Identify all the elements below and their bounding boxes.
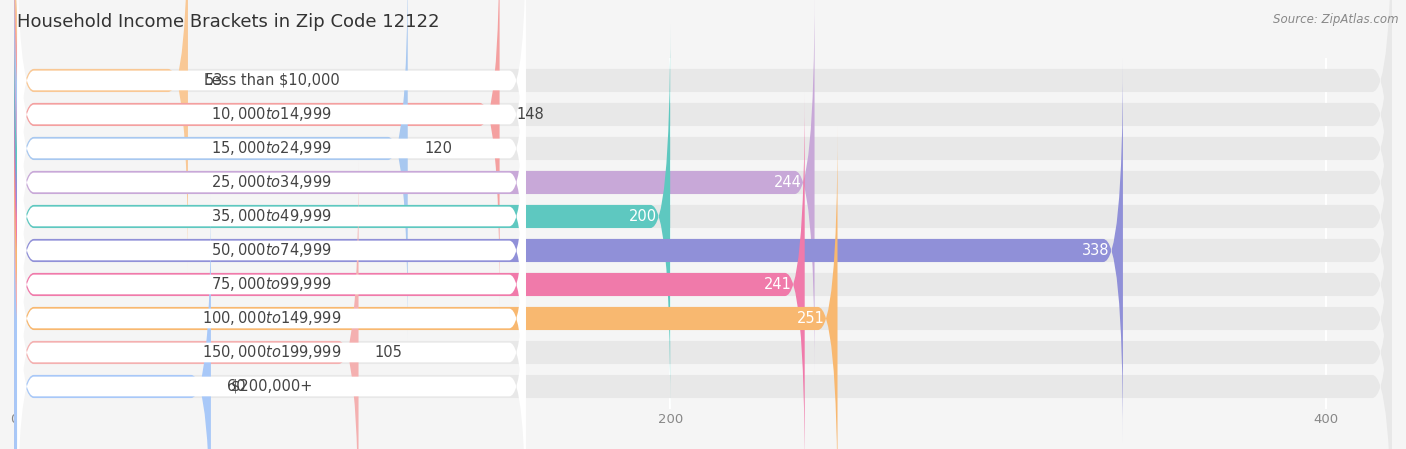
Text: $50,000 to $74,999: $50,000 to $74,999 xyxy=(211,242,332,260)
FancyBboxPatch shape xyxy=(14,0,1392,273)
FancyBboxPatch shape xyxy=(14,0,1392,375)
FancyBboxPatch shape xyxy=(14,92,1392,449)
Text: $150,000 to $199,999: $150,000 to $199,999 xyxy=(202,343,342,361)
FancyBboxPatch shape xyxy=(14,92,804,449)
Text: $15,000 to $24,999: $15,000 to $24,999 xyxy=(211,140,332,158)
FancyBboxPatch shape xyxy=(14,160,1392,449)
FancyBboxPatch shape xyxy=(14,0,1392,341)
Text: 338: 338 xyxy=(1083,243,1109,258)
FancyBboxPatch shape xyxy=(17,0,526,308)
FancyBboxPatch shape xyxy=(17,158,526,449)
FancyBboxPatch shape xyxy=(17,192,526,449)
FancyBboxPatch shape xyxy=(17,226,526,449)
FancyBboxPatch shape xyxy=(14,24,671,409)
Text: 244: 244 xyxy=(773,175,801,190)
Text: 60: 60 xyxy=(228,379,246,394)
Text: 241: 241 xyxy=(763,277,792,292)
FancyBboxPatch shape xyxy=(14,126,1392,449)
FancyBboxPatch shape xyxy=(14,0,408,341)
FancyBboxPatch shape xyxy=(14,194,211,449)
Text: $100,000 to $149,999: $100,000 to $149,999 xyxy=(202,309,342,327)
Text: 53: 53 xyxy=(204,73,222,88)
FancyBboxPatch shape xyxy=(17,0,526,241)
FancyBboxPatch shape xyxy=(14,0,814,375)
Text: Source: ZipAtlas.com: Source: ZipAtlas.com xyxy=(1274,13,1399,26)
FancyBboxPatch shape xyxy=(14,194,1392,449)
Text: $35,000 to $49,999: $35,000 to $49,999 xyxy=(211,207,332,225)
Text: Household Income Brackets in Zip Code 12122: Household Income Brackets in Zip Code 12… xyxy=(17,13,439,31)
FancyBboxPatch shape xyxy=(17,90,526,411)
FancyBboxPatch shape xyxy=(14,58,1392,443)
FancyBboxPatch shape xyxy=(17,0,526,275)
Text: 148: 148 xyxy=(516,107,544,122)
Text: $25,000 to $34,999: $25,000 to $34,999 xyxy=(211,173,332,191)
Text: 105: 105 xyxy=(375,345,402,360)
Text: Less than $10,000: Less than $10,000 xyxy=(204,73,339,88)
FancyBboxPatch shape xyxy=(14,126,838,449)
Text: $10,000 to $14,999: $10,000 to $14,999 xyxy=(211,106,332,123)
FancyBboxPatch shape xyxy=(17,124,526,445)
FancyBboxPatch shape xyxy=(17,22,526,343)
FancyBboxPatch shape xyxy=(14,160,359,449)
Text: $75,000 to $99,999: $75,000 to $99,999 xyxy=(211,276,332,294)
Text: 200: 200 xyxy=(628,209,657,224)
Text: 120: 120 xyxy=(425,141,453,156)
FancyBboxPatch shape xyxy=(14,58,1123,443)
FancyBboxPatch shape xyxy=(17,56,526,377)
Text: $200,000+: $200,000+ xyxy=(231,379,312,394)
FancyBboxPatch shape xyxy=(14,0,1392,307)
FancyBboxPatch shape xyxy=(14,24,1392,409)
Text: 251: 251 xyxy=(797,311,824,326)
FancyBboxPatch shape xyxy=(14,0,188,273)
FancyBboxPatch shape xyxy=(14,0,499,307)
